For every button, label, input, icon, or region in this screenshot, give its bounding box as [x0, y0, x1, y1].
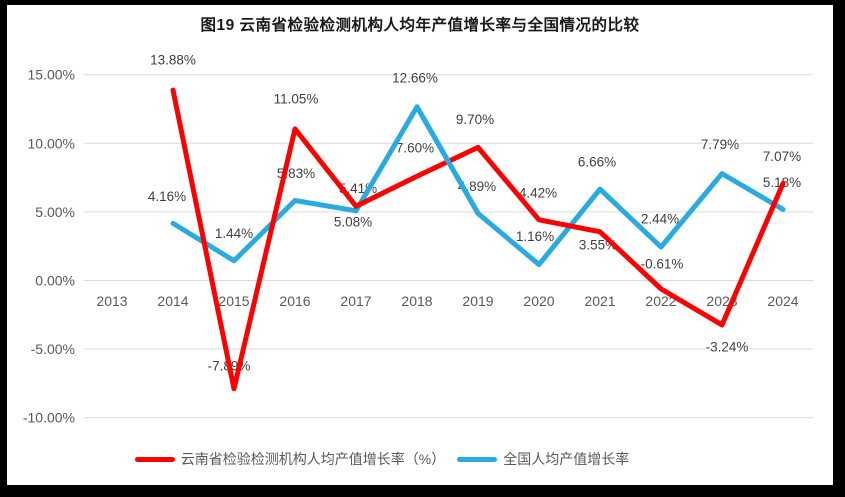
series-line-overlay: [414, 104, 481, 216]
x-axis-tick-label: 2016: [279, 293, 310, 309]
y-axis-tick-label: 0.00%: [35, 273, 75, 289]
y-axis-tick-label: 10.00%: [28, 135, 75, 151]
x-axis-tick-label: 2022: [645, 293, 676, 309]
y-axis-tick-label: -5.00%: [31, 341, 75, 357]
data-label: 9.70%: [456, 112, 494, 127]
x-axis-tick-label: 2017: [340, 293, 371, 309]
x-axis-tick-label: 2018: [401, 293, 432, 309]
x-axis-tick-label: 2013: [96, 293, 127, 309]
y-axis-tick-label: 15.00%: [28, 67, 75, 83]
x-axis-tick-label: 2019: [462, 293, 493, 309]
x-axis-tick-label: 2021: [584, 293, 615, 309]
x-axis-tick-label: 2015: [218, 293, 249, 309]
data-label: 11.05%: [274, 91, 319, 106]
data-label: 5.08%: [334, 214, 372, 229]
legend-item-yunnan: 云南省检验检测机构人均产值增长率（%）: [134, 449, 446, 469]
data-label: 1.44%: [215, 226, 253, 241]
data-label: 13.88%: [150, 53, 196, 68]
legend-line-national: [457, 456, 498, 462]
legend-label-yunnan: 云南省检验检测机构人均产值增长率（%）: [180, 451, 446, 467]
legend-item-national: 全国人均产值增长率: [457, 449, 629, 469]
data-label: 4.42%: [519, 185, 557, 200]
legend-line-yunnan: [134, 456, 175, 462]
data-label: 4.16%: [148, 189, 186, 204]
chart-legend: 云南省检验检测机构人均产值增长率（%） 全国人均产值增长率: [7, 449, 795, 469]
chart-title: 图19 云南省检验检测机构人均年产值增长率与全国情况的比较: [200, 17, 640, 34]
y-axis-tick-label: 5.00%: [35, 204, 75, 220]
data-label: 7.07%: [763, 149, 801, 164]
x-axis-tick-label: 2020: [523, 293, 554, 309]
data-label: 12.66%: [392, 70, 438, 85]
data-label: 2.44%: [641, 212, 679, 227]
y-axis-tick-label: -10.00%: [23, 410, 75, 426]
data-label: 1.16%: [516, 229, 554, 244]
series-line-0: [170, 87, 786, 392]
legend-label-national: 全国人均产值增长率: [503, 451, 630, 467]
data-label: 7.79%: [701, 137, 739, 152]
x-axis-tick-label: 2014: [157, 293, 188, 309]
chart-canvas: 图19 云南省检验检测机构人均年产值增长率与全国情况的比较 15.00% 10.0…: [7, 5, 833, 485]
data-label: 7.60%: [396, 141, 434, 156]
data-label: 6.66%: [578, 155, 616, 170]
data-label: -3.24%: [706, 339, 749, 354]
data-label: -0.61%: [641, 256, 684, 271]
x-axis-tick-label: 2024: [767, 293, 798, 309]
line-chart-plot-area: 15.00% 10.00% 5.00% 0.00% -5.00% -10.00% 2013 2…: [23, 51, 813, 426]
